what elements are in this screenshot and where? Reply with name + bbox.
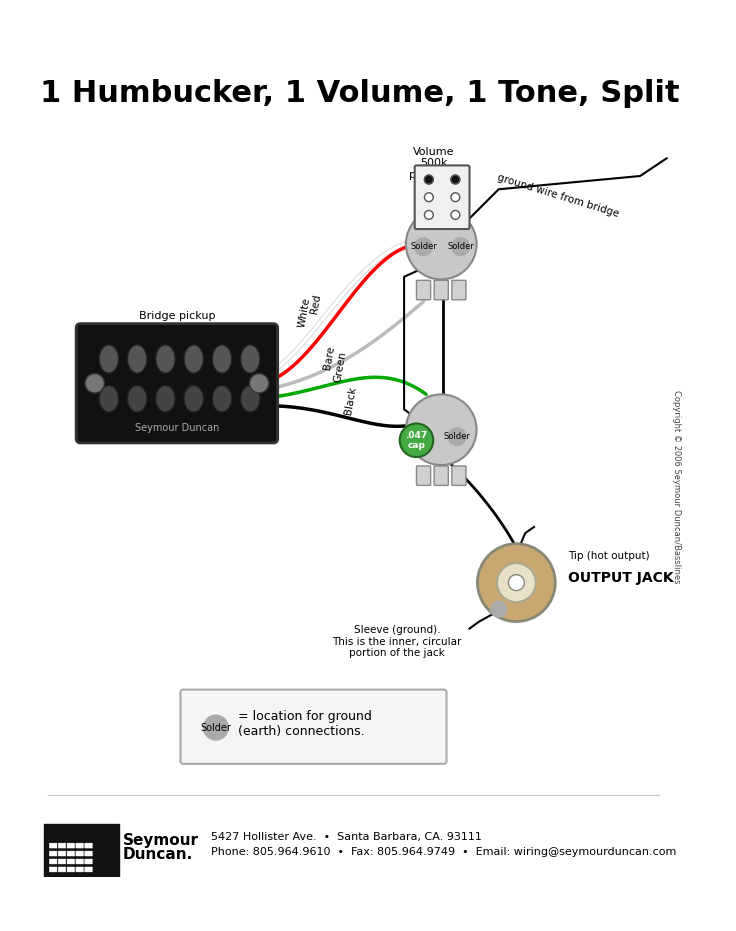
Text: Phone: 805.964.9610  •  Fax: 805.964.9749  •  Email: wiring@seymourduncan.com: Phone: 805.964.9610 • Fax: 805.964.9749 … (211, 847, 677, 857)
Text: Sleeve (ground).
This is the inner, circular
portion of the jack: Sleeve (ground). This is the inner, circ… (333, 625, 461, 658)
Circle shape (451, 175, 460, 184)
FancyBboxPatch shape (58, 843, 66, 848)
FancyBboxPatch shape (44, 824, 118, 877)
FancyBboxPatch shape (434, 466, 448, 485)
Text: Solder: Solder (200, 722, 231, 733)
FancyBboxPatch shape (76, 867, 83, 872)
Text: Bridge pickup: Bridge pickup (138, 311, 215, 321)
Ellipse shape (241, 344, 260, 373)
FancyBboxPatch shape (452, 280, 466, 300)
FancyBboxPatch shape (85, 843, 92, 848)
Text: Tip (hot output): Tip (hot output) (567, 551, 649, 561)
Ellipse shape (184, 344, 203, 373)
Ellipse shape (127, 344, 147, 373)
Text: Seymour: Seymour (123, 833, 199, 848)
Circle shape (203, 715, 228, 740)
Text: Duncan.: Duncan. (123, 847, 194, 862)
FancyBboxPatch shape (49, 867, 57, 872)
FancyBboxPatch shape (417, 466, 431, 485)
Ellipse shape (184, 385, 203, 412)
FancyBboxPatch shape (67, 867, 74, 872)
Text: Volume
500k
push/pull: Volume 500k push/pull (408, 147, 460, 180)
FancyBboxPatch shape (76, 324, 277, 443)
Ellipse shape (212, 344, 232, 373)
Ellipse shape (241, 385, 260, 412)
FancyBboxPatch shape (76, 843, 83, 848)
FancyBboxPatch shape (452, 466, 466, 485)
Circle shape (406, 395, 477, 466)
Circle shape (400, 424, 434, 457)
FancyBboxPatch shape (180, 690, 447, 763)
FancyBboxPatch shape (67, 859, 74, 864)
Text: 1 Humbucker, 1 Volume, 1 Tone, Split: 1 Humbucker, 1 Volume, 1 Tone, Split (40, 79, 680, 108)
Text: 5427 Hollister Ave.  •  Santa Barbara, CA. 93111: 5427 Hollister Ave. • Santa Barbara, CA.… (211, 832, 482, 843)
Text: Copyright © 2006 Seymour Duncan/Basslines: Copyright © 2006 Seymour Duncan/Bassline… (672, 390, 681, 584)
Circle shape (425, 175, 434, 184)
Circle shape (425, 193, 434, 202)
Text: Green: Green (333, 350, 348, 384)
FancyBboxPatch shape (58, 867, 66, 872)
Circle shape (425, 210, 434, 220)
Text: Red: Red (309, 293, 322, 315)
FancyBboxPatch shape (67, 851, 74, 856)
Circle shape (497, 563, 536, 602)
Ellipse shape (212, 385, 232, 412)
FancyBboxPatch shape (58, 859, 66, 864)
Circle shape (406, 209, 477, 279)
Text: Black: Black (343, 385, 358, 415)
FancyBboxPatch shape (76, 851, 83, 856)
Circle shape (425, 175, 434, 184)
Text: Solder: Solder (447, 242, 474, 251)
FancyBboxPatch shape (49, 843, 57, 848)
Circle shape (414, 238, 432, 256)
Ellipse shape (99, 344, 118, 373)
Circle shape (451, 175, 460, 184)
FancyBboxPatch shape (49, 851, 57, 856)
FancyBboxPatch shape (414, 166, 470, 229)
Circle shape (451, 193, 460, 202)
FancyBboxPatch shape (45, 825, 79, 876)
FancyBboxPatch shape (67, 843, 74, 848)
Circle shape (85, 373, 105, 393)
FancyBboxPatch shape (76, 859, 83, 864)
Text: Solder: Solder (444, 432, 470, 441)
Circle shape (491, 601, 506, 617)
Text: Bare: Bare (322, 344, 336, 370)
Ellipse shape (156, 385, 175, 412)
Text: White: White (297, 297, 312, 329)
Ellipse shape (156, 344, 175, 373)
Text: OUTPUT JACK: OUTPUT JACK (567, 572, 673, 586)
FancyBboxPatch shape (85, 867, 92, 872)
Circle shape (452, 238, 470, 256)
Text: Solder: Solder (410, 242, 437, 251)
FancyBboxPatch shape (85, 859, 92, 864)
FancyBboxPatch shape (434, 280, 448, 300)
Circle shape (451, 210, 460, 220)
FancyBboxPatch shape (85, 851, 92, 856)
FancyBboxPatch shape (417, 280, 431, 300)
Text: = location for ground
(earth) connections.: = location for ground (earth) connection… (238, 710, 372, 738)
Circle shape (509, 574, 524, 590)
Circle shape (448, 428, 466, 446)
Text: ground wire from bridge: ground wire from bridge (496, 172, 620, 219)
Ellipse shape (99, 385, 118, 412)
FancyBboxPatch shape (58, 851, 66, 856)
FancyBboxPatch shape (49, 859, 57, 864)
Text: Seymour Duncan: Seymour Duncan (135, 423, 219, 433)
Ellipse shape (127, 385, 147, 412)
Circle shape (478, 544, 555, 622)
Text: .047
cap: .047 cap (406, 431, 428, 450)
Circle shape (250, 373, 269, 393)
